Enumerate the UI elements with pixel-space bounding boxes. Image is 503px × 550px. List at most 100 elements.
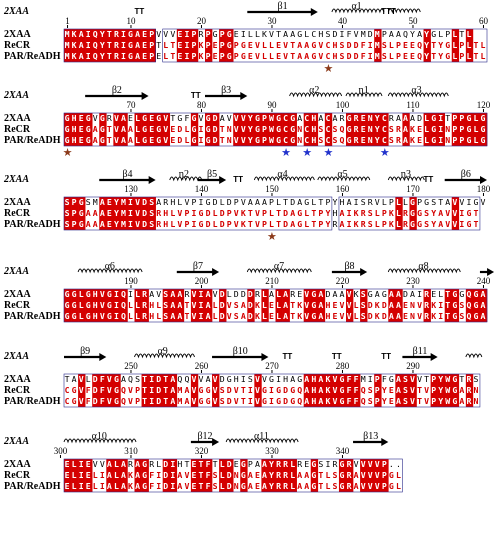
position-number: 190	[124, 276, 138, 286]
residue: I	[86, 40, 91, 50]
residue: E	[79, 135, 84, 145]
residue: S	[389, 135, 394, 145]
position-tick	[412, 109, 414, 112]
residue: Y	[100, 51, 105, 61]
identical-column-shade	[85, 113, 93, 146]
residue: N	[474, 385, 479, 395]
residue: R	[354, 113, 359, 123]
residue: E	[177, 29, 182, 39]
residue: G	[100, 113, 105, 123]
residue: G	[311, 40, 316, 50]
residue: K	[72, 40, 77, 50]
residue: L	[128, 311, 133, 321]
identical-column-shade	[451, 289, 460, 322]
residue: G	[262, 396, 267, 406]
residue: D	[234, 289, 239, 299]
position-tick	[482, 25, 484, 28]
residue: A	[410, 289, 415, 299]
residue: A	[121, 459, 126, 469]
ss-element-label: α1	[351, 1, 361, 12]
residue: G	[192, 124, 197, 134]
residue: L	[269, 219, 274, 229]
residue: G	[340, 396, 345, 406]
residue: E	[177, 51, 182, 61]
residue: G	[156, 124, 161, 134]
residue: G	[142, 113, 147, 123]
residue: G	[100, 124, 105, 134]
identical-column-shade	[85, 459, 93, 492]
identical-column-shade	[134, 197, 142, 230]
residue: E	[234, 29, 239, 39]
residue: T	[290, 51, 295, 61]
residue: Q	[466, 311, 471, 321]
residue: A	[318, 374, 323, 384]
residue: L	[114, 470, 119, 480]
residue: P	[417, 197, 422, 207]
residue: E	[86, 470, 91, 480]
residue: G	[86, 113, 91, 123]
residue: G	[481, 135, 486, 145]
residue: T	[248, 219, 253, 229]
residue: K	[410, 135, 415, 145]
residue: L	[474, 124, 479, 134]
residue: R	[403, 219, 408, 229]
position-number: 120	[477, 100, 491, 110]
residue: E	[192, 481, 197, 491]
residue: D	[156, 374, 161, 384]
residue: N	[234, 481, 239, 491]
residue: H	[325, 300, 330, 310]
residue: G	[65, 300, 70, 310]
residue: G	[431, 124, 436, 134]
identical-column-shade	[120, 289, 128, 322]
residue: V	[333, 396, 338, 406]
residue: Q	[121, 385, 126, 395]
residue: P	[396, 40, 401, 50]
residue: F	[100, 385, 105, 395]
residue: R	[276, 481, 281, 491]
residue: G	[466, 135, 471, 145]
residue: Y	[269, 459, 274, 469]
residue: G	[389, 481, 394, 491]
residue: A	[79, 29, 84, 39]
residue: A	[318, 113, 323, 123]
identical-column-shade	[247, 113, 255, 146]
position-number: 200	[195, 276, 209, 286]
residue: G	[241, 481, 246, 491]
residue: T	[65, 374, 70, 384]
residue: V	[234, 396, 239, 406]
residue: L	[424, 124, 429, 134]
residue: G	[86, 289, 91, 299]
residue: G	[156, 135, 161, 145]
residue: E	[269, 300, 274, 310]
residue: .	[389, 459, 394, 469]
residue: G	[311, 51, 316, 61]
residue: L	[114, 481, 119, 491]
ss-element-label: α5	[337, 169, 347, 180]
position-number: 320	[195, 446, 209, 456]
residue: V	[170, 29, 175, 39]
identical-column-shade	[99, 374, 107, 407]
identical-column-shade	[162, 113, 171, 146]
residue: R	[389, 113, 394, 123]
strand-arrow-head	[212, 268, 220, 276]
residue: P	[149, 29, 154, 39]
residue: V	[255, 385, 260, 395]
residue: G	[474, 289, 479, 299]
residue: G	[459, 289, 464, 299]
residue: Q	[297, 385, 302, 395]
residue: G	[156, 113, 161, 123]
residue: D	[220, 208, 225, 218]
ss-element-label: β2	[112, 85, 122, 96]
residue: C	[325, 113, 330, 123]
residue: I	[438, 124, 443, 134]
residue: H	[318, 29, 323, 39]
residue: P	[459, 113, 464, 123]
residue: A	[340, 289, 345, 299]
residue: L	[72, 481, 77, 491]
residue: H	[93, 311, 98, 321]
residue: D	[241, 289, 246, 299]
residue: V	[375, 197, 380, 207]
residue: L	[220, 197, 225, 207]
position-tick	[200, 193, 202, 196]
identical-column-shade	[99, 289, 107, 322]
